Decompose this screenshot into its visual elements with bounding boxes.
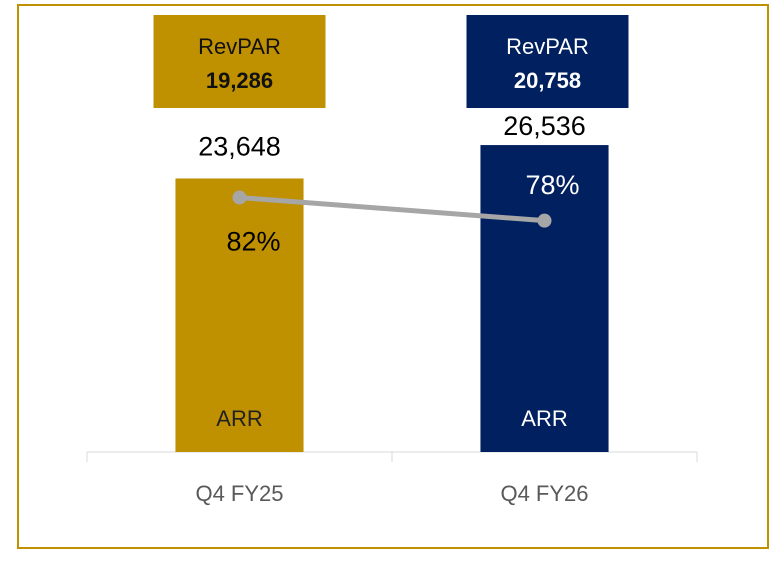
line-value-label: 78% [525, 170, 579, 200]
bar [175, 178, 304, 452]
revpar-name: RevPAR [198, 34, 281, 59]
x-tick-label: Q4 FY25 [195, 481, 283, 506]
frame [17, 4, 769, 549]
revpar-value: 19,286 [206, 68, 273, 93]
line [239, 195, 545, 224]
bar [480, 145, 609, 452]
revpar-value: 20,758 [514, 68, 581, 93]
revpar-box [466, 15, 629, 108]
x-tick-label: Q4 FY26 [500, 481, 588, 506]
line-value-label: 82% [226, 227, 280, 257]
line-point [537, 213, 552, 228]
line-point [232, 190, 247, 205]
revpar-name: RevPAR [506, 34, 589, 59]
revpar-box [153, 15, 326, 108]
bar-series-label: ARR [216, 406, 262, 431]
bar-value-label: 26,536 [503, 111, 586, 141]
bar-series-label: ARR [521, 406, 567, 431]
bar-value-label: 23,648 [198, 132, 281, 162]
